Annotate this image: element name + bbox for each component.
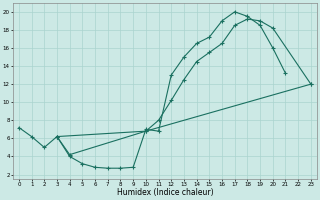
X-axis label: Humidex (Indice chaleur): Humidex (Indice chaleur)	[116, 188, 213, 197]
